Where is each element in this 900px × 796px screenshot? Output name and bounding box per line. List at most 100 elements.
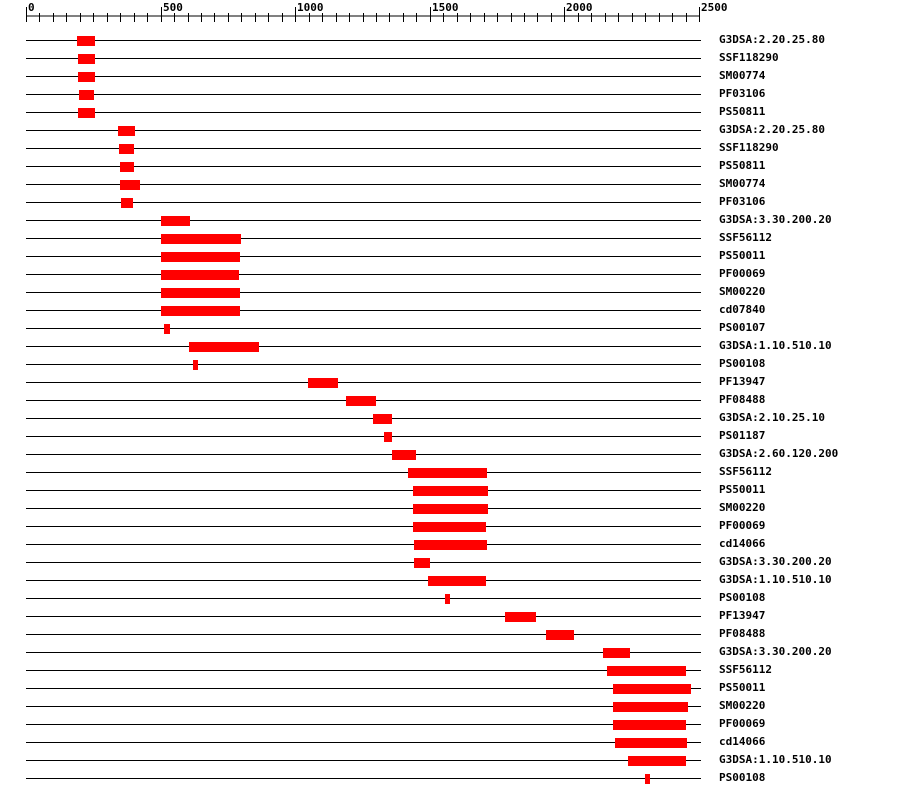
track-label: SM00774 — [719, 69, 766, 82]
track-label: SSF118290 — [719, 141, 779, 154]
domain-bar[interactable] — [412, 522, 486, 532]
domain-bar[interactable] — [161, 306, 240, 316]
track-label: G3DSA:3.30.200.20 — [719, 645, 832, 658]
track-line — [26, 688, 701, 689]
track-line — [26, 760, 701, 761]
domain-bar[interactable] — [545, 630, 575, 640]
track-label: cd07840 — [719, 303, 766, 316]
domain-bar[interactable] — [161, 270, 239, 280]
track-label: PS00108 — [719, 591, 766, 604]
domain-bar[interactable] — [645, 774, 650, 784]
track-line — [26, 508, 701, 509]
track-line — [26, 436, 701, 437]
domain-bar[interactable] — [413, 558, 430, 568]
domain-bar[interactable] — [188, 342, 259, 352]
track-line — [26, 652, 701, 653]
domain-bar[interactable] — [505, 612, 537, 622]
position-ruler: 0 500 1000 1500 2000 2500 — [26, 1, 728, 22]
track-label: PF03106 — [719, 195, 766, 208]
domain-bar[interactable] — [373, 414, 393, 424]
domain-bar[interactable] — [603, 648, 631, 658]
ruler-tick-label: 500 — [163, 1, 183, 14]
track-label: PS00108 — [719, 357, 766, 370]
track-label: PS01187 — [719, 429, 766, 442]
ruler-tick-label: 1000 — [297, 1, 324, 14]
domain-bar[interactable] — [413, 540, 488, 550]
ruler-tick-label: 2500 — [701, 1, 728, 14]
domain-bar[interactable] — [119, 162, 135, 172]
track-label: PF13947 — [719, 609, 766, 622]
track-line — [26, 706, 701, 707]
track-label: SM00220 — [719, 285, 766, 298]
domain-bar[interactable] — [193, 360, 199, 370]
domain-bar[interactable] — [77, 36, 96, 46]
track-label: SSF56112 — [719, 663, 772, 676]
track-line — [26, 76, 701, 77]
domain-bar[interactable] — [384, 432, 392, 442]
track-label: PS00107 — [719, 321, 766, 334]
domain-bar[interactable] — [428, 576, 486, 586]
domain-bar[interactable] — [78, 90, 95, 100]
domain-bar[interactable] — [161, 252, 240, 262]
domain-bar[interactable] — [118, 144, 134, 154]
domain-bar[interactable] — [408, 468, 487, 478]
domain-bar[interactable] — [120, 198, 133, 208]
domain-bar[interactable] — [78, 108, 96, 118]
domain-bar[interactable] — [163, 324, 170, 334]
domain-bar[interactable] — [78, 54, 95, 64]
domain-bar[interactable] — [160, 234, 241, 244]
domain-bar[interactable] — [161, 288, 240, 298]
domain-bar[interactable] — [117, 126, 135, 136]
domain-bar[interactable] — [444, 594, 450, 604]
track-label: PS50011 — [719, 249, 766, 262]
domain-bar[interactable] — [307, 378, 338, 388]
track-label: PF08488 — [719, 627, 766, 640]
domain-bar[interactable] — [614, 738, 687, 748]
track-line — [26, 634, 701, 635]
track-line — [26, 490, 701, 491]
ruler-tick-label: 2000 — [566, 1, 593, 14]
track-line — [26, 256, 701, 257]
domain-bar[interactable] — [346, 396, 377, 406]
track-line — [26, 94, 701, 95]
track-line — [26, 472, 701, 473]
track-line — [26, 526, 701, 527]
track-line — [26, 238, 701, 239]
track-line — [26, 562, 701, 563]
track-label: G3DSA:3.30.200.20 — [719, 555, 832, 568]
track-label: G3DSA:2.10.25.10 — [719, 411, 825, 424]
track-label: SM00220 — [719, 501, 766, 514]
domain-bar[interactable] — [612, 702, 688, 712]
domain-bar[interactable] — [612, 720, 686, 730]
ruler-tick-label: 0 — [28, 1, 35, 14]
track-line — [26, 724, 701, 725]
domain-bar[interactable] — [392, 450, 417, 460]
track-label: SSF118290 — [719, 51, 779, 64]
track-line — [26, 742, 701, 743]
ruler-tick-label: 1500 — [432, 1, 459, 14]
domain-bar[interactable] — [412, 486, 489, 496]
track-line — [26, 598, 701, 599]
track-line — [26, 274, 701, 275]
domain-bar[interactable] — [412, 504, 489, 514]
track-line — [26, 112, 701, 113]
domain-bar[interactable] — [78, 72, 96, 82]
track-line — [26, 382, 701, 383]
track-label: PF00069 — [719, 717, 766, 730]
domain-bar[interactable] — [160, 216, 191, 226]
track-label: PS00108 — [719, 771, 766, 784]
domain-bar[interactable] — [607, 666, 687, 676]
track-line — [26, 202, 701, 203]
track-line — [26, 184, 701, 185]
track-label: PF13947 — [719, 375, 766, 388]
track-label: G3DSA:3.30.200.20 — [719, 213, 832, 226]
domain-bar[interactable] — [119, 180, 140, 190]
track-label: PF00069 — [719, 267, 766, 280]
track-label: SM00774 — [719, 177, 766, 190]
track-label: cd14066 — [719, 537, 766, 550]
domain-bar[interactable] — [627, 756, 687, 766]
track-label: SSF56112 — [719, 465, 772, 478]
track-line — [26, 346, 701, 347]
domain-bar[interactable] — [612, 684, 691, 694]
track-label: cd14066 — [719, 735, 766, 748]
